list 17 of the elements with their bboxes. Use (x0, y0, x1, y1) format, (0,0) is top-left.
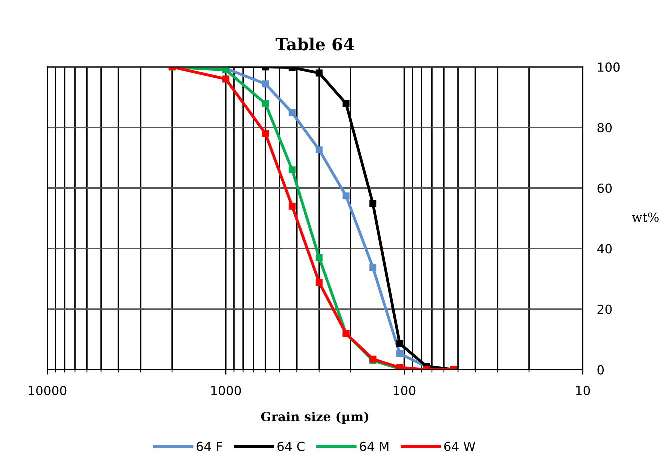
legend-label: 64 W (444, 442, 476, 452)
x-tick-label: 100 (394, 386, 416, 396)
legend-label: 64 F (196, 442, 222, 452)
x-tick-label: 10 (576, 386, 590, 396)
x-tick-label: 10000 (29, 386, 67, 396)
x-tick-label: 1000 (212, 386, 242, 396)
y-axis-title: wt% (632, 212, 659, 222)
y-tick-label: 60 (598, 184, 612, 194)
legend-label: 64 C (278, 442, 305, 452)
y-tick-label: 20 (598, 304, 612, 314)
x-axis-title: Grain size (µm) (261, 412, 369, 424)
chart-title: Table 64 (276, 38, 354, 51)
y-tick-label: 80 (598, 123, 612, 133)
y-tick-label: 0 (598, 365, 604, 375)
y-tick-label: 100 (598, 62, 620, 72)
y-tick-label: 40 (598, 244, 612, 254)
legend-label: 64 M (360, 442, 389, 452)
